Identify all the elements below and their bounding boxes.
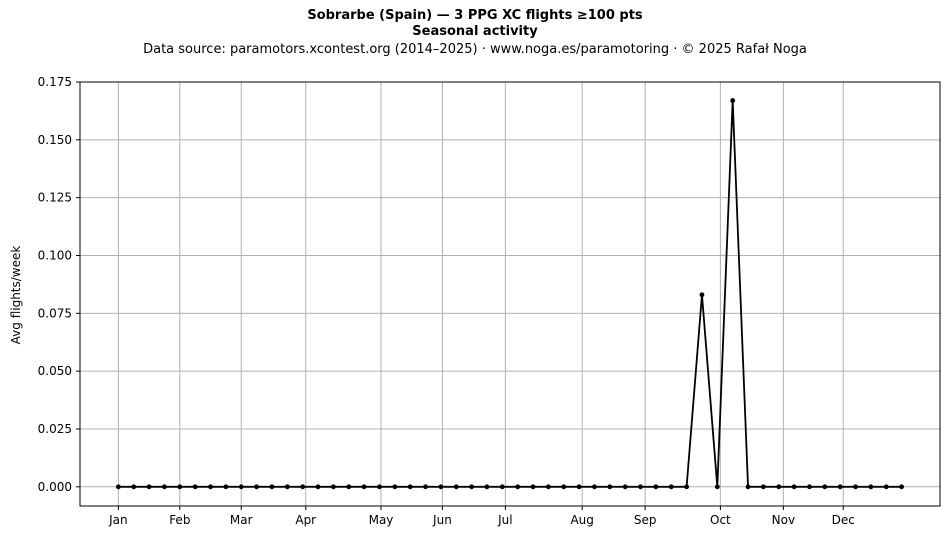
data-point	[760, 484, 766, 490]
data-point	[837, 484, 843, 490]
data-point	[177, 484, 183, 490]
grid-lines	[80, 81, 940, 506]
x-tick-label: May	[369, 513, 394, 527]
data-point	[776, 484, 782, 490]
x-tick-label: Aug	[570, 513, 593, 527]
data-point	[561, 484, 567, 490]
data-point	[208, 484, 213, 490]
data-point	[423, 484, 428, 490]
data-point	[115, 484, 121, 490]
data-point	[269, 484, 275, 490]
y-axis-label: Avg flights/week	[9, 246, 23, 345]
data-point	[254, 484, 260, 490]
data-point	[392, 484, 398, 490]
data-point	[162, 484, 167, 490]
data-point	[131, 484, 137, 490]
data-point	[576, 484, 582, 490]
data-point	[438, 484, 444, 490]
data-point	[530, 484, 536, 490]
x-tick-label: Oct	[710, 513, 731, 527]
data-point	[284, 484, 290, 490]
data-point	[407, 484, 413, 490]
data-point	[899, 484, 905, 490]
x-tick-label: Jun	[432, 513, 452, 527]
data-point	[684, 484, 690, 490]
data-point	[653, 484, 659, 490]
x-tick-label: Mar	[230, 513, 253, 527]
x-tick-label: Dec	[832, 513, 855, 527]
data-point	[622, 484, 628, 490]
data-point	[300, 484, 306, 490]
y-tick-label: 0.175	[38, 75, 72, 89]
data-point	[315, 484, 321, 490]
x-tick-label: Jan	[108, 513, 128, 527]
data-point	[545, 484, 551, 490]
data-point	[223, 484, 229, 490]
data-point	[745, 484, 751, 490]
x-tick-label: Sep	[634, 513, 657, 527]
y-tick-label: 0.025	[38, 422, 72, 436]
data-point	[146, 484, 152, 490]
y-tick-label: 0.150	[38, 133, 72, 147]
data-point	[592, 484, 597, 490]
y-tick-label: 0.100	[38, 248, 72, 262]
data-point	[330, 484, 336, 490]
data-point	[192, 484, 198, 490]
chart-title: Sobrarbe (Spain) — 3 PPG XC flights ≥100…	[307, 8, 643, 23]
series-layer	[115, 98, 905, 490]
x-tick-label: Apr	[295, 513, 316, 527]
x-tick-label: Feb	[169, 513, 190, 527]
data-point	[453, 484, 459, 490]
data-point	[238, 484, 244, 490]
data-point	[607, 484, 613, 490]
data-point	[668, 484, 674, 490]
y-tick-label: 0.050	[38, 364, 72, 378]
data-point	[822, 484, 828, 490]
data-point	[515, 484, 521, 490]
data-point	[377, 484, 382, 490]
data-point	[361, 484, 367, 490]
data-point	[791, 484, 797, 490]
series-line	[118, 99, 902, 488]
data-point	[699, 292, 705, 298]
data-point	[730, 98, 736, 103]
chart-title-block: Sobrarbe (Spain) — 3 PPG XC flights ≥100…	[0, 8, 950, 59]
plot-frame	[79, 81, 941, 507]
y-tick-label: 0.000	[38, 480, 72, 494]
y-tick-label: 0.125	[38, 191, 72, 205]
data-point	[868, 484, 874, 490]
data-point	[807, 484, 812, 490]
chart-subtitle: Seasonal activity	[412, 24, 538, 39]
y-tick-label: 0.075	[38, 306, 72, 320]
data-point	[484, 484, 490, 490]
data-point	[499, 484, 505, 490]
x-tick-label: Jul	[497, 513, 512, 527]
data-point	[853, 484, 858, 490]
data-point	[638, 484, 643, 490]
data-point	[469, 484, 475, 490]
data-point	[714, 484, 720, 490]
data-point	[883, 484, 889, 490]
data-source-caption: Data source: paramotors.xcontest.org (20…	[143, 42, 807, 57]
axes: Jan Feb Mar Apr May Jun Jul Aug Sep Oct Nov Dec 0.00…	[38, 75, 855, 527]
data-point	[346, 484, 352, 490]
x-tick-label: Nov	[772, 513, 795, 527]
